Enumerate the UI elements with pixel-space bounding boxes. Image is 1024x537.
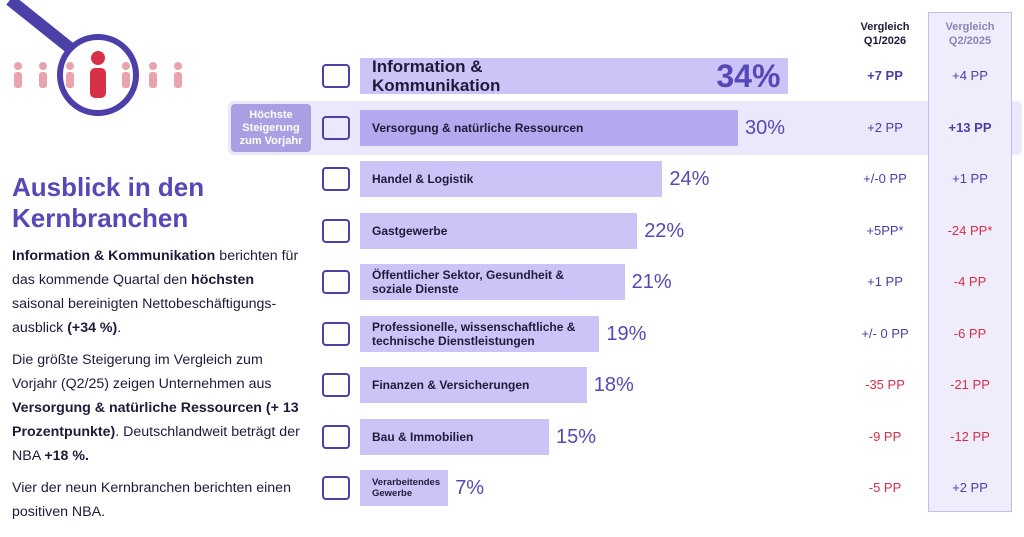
row-icon [322,218,350,243]
comparison-value: +1 PP [952,171,988,186]
bar [360,58,789,94]
text-run: . [117,320,122,336]
value-label: 34% [716,58,781,94]
people [14,62,182,88]
comparison-value: +13 PP [948,119,992,135]
row-icon [322,373,350,397]
magnifier-handle [6,0,74,53]
value-label: 19% [606,322,647,345]
comparison-value: +/-0 PP [863,171,907,186]
bar [360,367,587,403]
comparison-value: -5 PP [868,480,902,495]
decor [6,0,182,116]
comparison-value: -4 PP [953,274,987,289]
category-label: Professionelle, wissenschaftliche & tech… [372,319,576,348]
comparison-value: +5PP* [866,222,904,238]
bold-run: Information & Kommunikation [12,248,216,264]
text-run: saisonal bereinigten Nettobeschäftigungs… [12,296,277,336]
person-highlight [90,51,106,98]
row-icon [322,424,350,449]
comparison-value: -12 PP [950,428,990,444]
sidebar-text: Information & Kommunikation berichten fü… [12,244,304,532]
comparison-value: +1 PP [867,274,903,289]
bar [360,109,738,146]
text-run: Vier der neun Kernbranchen berichten ein… [12,480,291,520]
value-label: 18% [593,374,634,396]
column-box [928,12,1012,512]
bold-run: höchsten [191,272,255,288]
category-label: Bau & Immobilien [372,429,474,444]
comparison-value: -6 PP [953,325,987,341]
category-label: Verarbeitendes Gewerbe [372,476,441,500]
row-icon [322,115,350,140]
sidebar-title: Ausblick in den Kernbranchen [12,172,205,233]
row-icon [322,167,350,191]
column-header: Vergleich Q1/2026 [860,21,910,47]
column-header: Vergleich Q2/2025 [945,21,995,47]
comparison-value: -9 PP [868,428,902,444]
comparison-value: +2 PP [952,480,988,495]
value-label: 21% [631,271,672,293]
paragraph: Information & Kommunikation berichten fü… [12,244,304,340]
category-label: Handel & Logistik [372,172,474,186]
comparison-value: +7 PP [867,68,903,83]
comparison-value: +4 PP [952,68,988,83]
bar [360,418,549,455]
comparison-value: -21 PP [950,377,990,392]
category-label: Versorgung & natürliche Ressourcen [372,120,584,135]
row-icon [322,270,350,294]
highlight-label: Höchste Steigerung zum Vorjahr [231,104,311,152]
paragraph: Vier der neun Kernbranchen berichten ein… [12,476,304,524]
value-label: 22% [644,219,685,242]
category-label: Öffentlicher Sektor, Gesundheit & sozial… [372,268,565,296]
value-label: 24% [669,168,710,190]
row-icon [322,321,350,346]
comparison-value: -24 PP* [947,222,993,238]
row-icon [322,476,350,500]
row-icon [322,64,350,88]
category-label: Gastgewerbe [372,223,448,238]
bold-run: Versorgung & natürliche Ressourcen (+ 13… [12,400,299,440]
bold-run: +18 %. [44,448,89,464]
bold-run: (+34 %) [67,320,118,336]
text-run: Die größte Steigerung im Vergleich zum V… [12,352,272,392]
bar [360,315,600,352]
text-run: berichten für das kommende Quartal den [12,248,299,288]
bar [360,264,625,300]
comparison-value: +/- 0 PP [861,325,909,341]
comparison-value: +2 PP [867,119,903,135]
bar [360,470,449,506]
bar [360,212,638,249]
text-run: . Deutschlandweit beträgt der NBA [12,424,300,464]
comparison-value: -35 PP [865,377,905,392]
bar [360,161,663,197]
value-label: 15% [556,425,597,448]
category-label: Information & Kommunikation [372,57,501,95]
value-label: 7% [455,477,485,499]
paragraph: Die größte Steigerung im Vergleich zum V… [12,348,304,468]
category-label: Finanzen & Versicherungen [372,378,530,392]
value-label: 30% [745,116,786,139]
